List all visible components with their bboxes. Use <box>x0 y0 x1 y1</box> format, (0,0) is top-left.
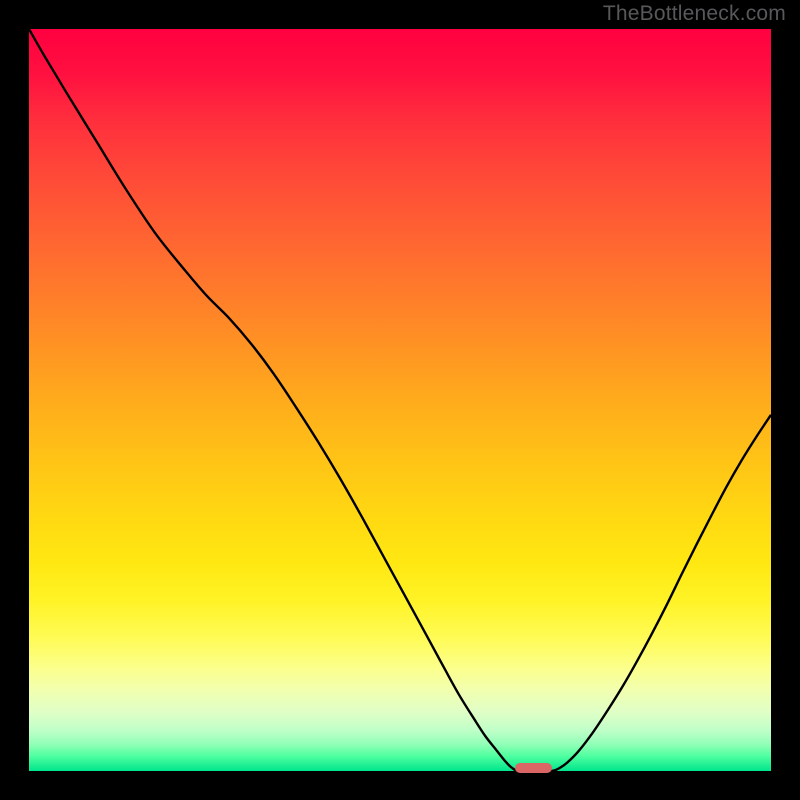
plot-area <box>29 29 771 771</box>
optimal-range-marker <box>515 763 552 773</box>
watermark-text: TheBottleneck.com <box>603 2 786 26</box>
gradient-background <box>29 29 771 771</box>
chart-frame: TheBottleneck.com <box>0 0 800 800</box>
chart-svg <box>29 29 771 771</box>
